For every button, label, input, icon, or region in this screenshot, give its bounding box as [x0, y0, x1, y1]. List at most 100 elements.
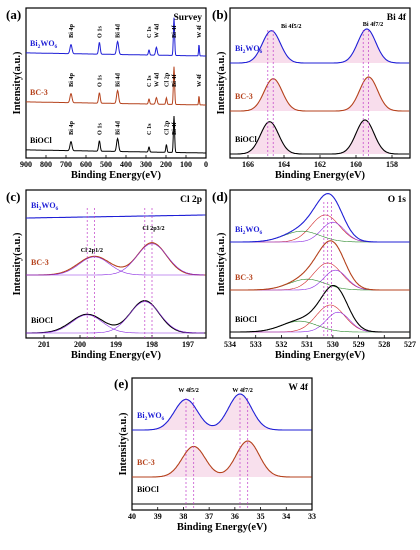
peak-fill [132, 441, 312, 477]
peak-annotation: Cl 2p [163, 120, 170, 135]
peak-annotation: Bi 4p [68, 121, 75, 135]
peak-fill [230, 120, 410, 154]
peak-annotation: Bi 4f [171, 122, 178, 135]
plot-frame [25, 7, 207, 159]
peak-annotation: C 1s [146, 123, 153, 135]
panel-d: 534 533 532 531 530 529 528 527 Binding Energy(e… [212, 189, 416, 361]
series-label: BC-3 [31, 258, 49, 267]
peak-label: Cl 2p1/2 [81, 247, 103, 254]
panel-a: 900 800 700 600 500 400 300 200 100 0 Binding Ener… [6, 7, 208, 181]
x-axis-label: Binding Energy(eV) [71, 170, 162, 181]
series-line [26, 300, 206, 334]
peak-label: W 4f7/2 [232, 387, 253, 394]
series-line [132, 393, 312, 431]
x-tick-label: 200 [160, 160, 172, 169]
x-tick-label: 200 [74, 340, 86, 349]
x-tick-label: 166 [242, 160, 254, 169]
peak-annotation: Bi 4f [171, 74, 178, 87]
x-tick-label: 531 [301, 340, 313, 349]
x-tick-label: 197 [182, 340, 194, 349]
x-tick-label: 800 [40, 160, 52, 169]
x-tick-label: 530 [327, 340, 339, 349]
peak-fill [132, 394, 312, 430]
series-line [230, 76, 410, 112]
y-axis-label: Intensity(a.u.) [12, 232, 23, 296]
fit-component [230, 304, 410, 333]
series-label: BiOCl [31, 316, 54, 325]
series-label: BiOCl [30, 136, 53, 145]
y-axis-label: Intensity(a.u.) [12, 51, 23, 115]
panel-title: Bi 4f [387, 13, 407, 23]
y-axis-label: Intensity(a.u.) [216, 232, 227, 296]
x-tick-label: 534 [224, 340, 236, 349]
series-label: BC-3 [30, 88, 48, 97]
panel-e: 40 39 38 37 36 35 34 33 Binding Energy(eV) Intens… [114, 376, 316, 533]
series-label: BC-3 [137, 458, 155, 467]
x-tick-label: 158 [386, 160, 398, 169]
series-label: BC-3 [235, 273, 253, 282]
series-line [230, 193, 410, 243]
series-line [26, 66, 206, 106]
x-tick-label: 37 [205, 512, 213, 521]
panel-title: Survey [174, 13, 203, 23]
series-label: Bi2WO6 [235, 44, 263, 55]
fit-component [230, 278, 410, 291]
fit-component [26, 243, 205, 276]
peak-fill [230, 77, 410, 111]
series-line [26, 242, 206, 276]
peak-annotation: C 1s [146, 75, 153, 87]
x-tick-label: 0 [204, 160, 208, 169]
x-tick-label: 500 [100, 160, 112, 169]
series-label: Bi2WO6 [137, 411, 165, 422]
plot-frame [229, 7, 411, 159]
peak-annotation: Cl 2p [163, 72, 170, 87]
x-tick-label: 36 [231, 512, 239, 521]
peak-annotation: O 1s [96, 26, 103, 38]
series-label: Bi2WO6 [235, 225, 263, 236]
panel-title: Cl 2p [180, 195, 202, 205]
series-line [230, 240, 410, 291]
x-tick-label: 300 [140, 160, 152, 169]
plot-frame [25, 189, 207, 339]
peak-annotation: Bi 4p [68, 73, 75, 87]
peak-annotation: W 4f [196, 24, 203, 38]
panel-label: (e) [114, 376, 128, 391]
panel-label: (d) [212, 189, 228, 204]
peak-annotation: O 1s [96, 123, 103, 135]
peak-label: W 4f5/2 [178, 387, 199, 394]
series-label: Bi2WO6 [30, 39, 58, 50]
x-tick-label: 900 [20, 160, 32, 169]
panel-c: 201 200 199 198 197 Binding Energy(eV) Intensi… [6, 189, 207, 361]
peak-fill [230, 29, 410, 63]
series-line [132, 440, 312, 478]
peak-annotation: O 1s [96, 75, 103, 87]
peak-annotation: Bi 4d [115, 24, 122, 38]
series-label: BiOCl [137, 485, 160, 494]
y-axis-label: Intensity(a.u.) [216, 51, 227, 115]
x-tick-label: 198 [146, 340, 158, 349]
x-axis-label: Binding Energy(eV) [71, 350, 162, 361]
peak-annotation: Bi 4f [171, 25, 178, 38]
x-tick-label: 100 [180, 160, 192, 169]
series-label: BiOCl [235, 135, 258, 144]
plot-frame [131, 377, 313, 511]
x-tick-label: 162 [314, 160, 326, 169]
fit-component [230, 311, 410, 333]
peak-annotation: W 4f [196, 73, 203, 87]
series-label: BC-3 [235, 92, 253, 101]
peak-annotation: Bi 4d [115, 121, 122, 135]
x-tick-label: 34 [282, 512, 290, 521]
series-line [26, 214, 206, 219]
x-axis-label: Binding Energy(eV) [275, 170, 366, 181]
panel-label: (b) [212, 7, 228, 22]
peak-annotation: C 1s [146, 26, 153, 38]
x-tick-label: 35 [257, 512, 265, 521]
x-axis-label: Binding Energy(eV) [275, 350, 366, 361]
x-tick-label: 533 [250, 340, 262, 349]
peak-annotation: W 4d [153, 23, 160, 38]
peak-annotation: Bi 4d [115, 73, 122, 87]
x-tick-label: 40 [128, 512, 136, 521]
panel-title: W 4f [288, 383, 308, 393]
peak-label: Bi 4f7/2 [363, 21, 383, 28]
